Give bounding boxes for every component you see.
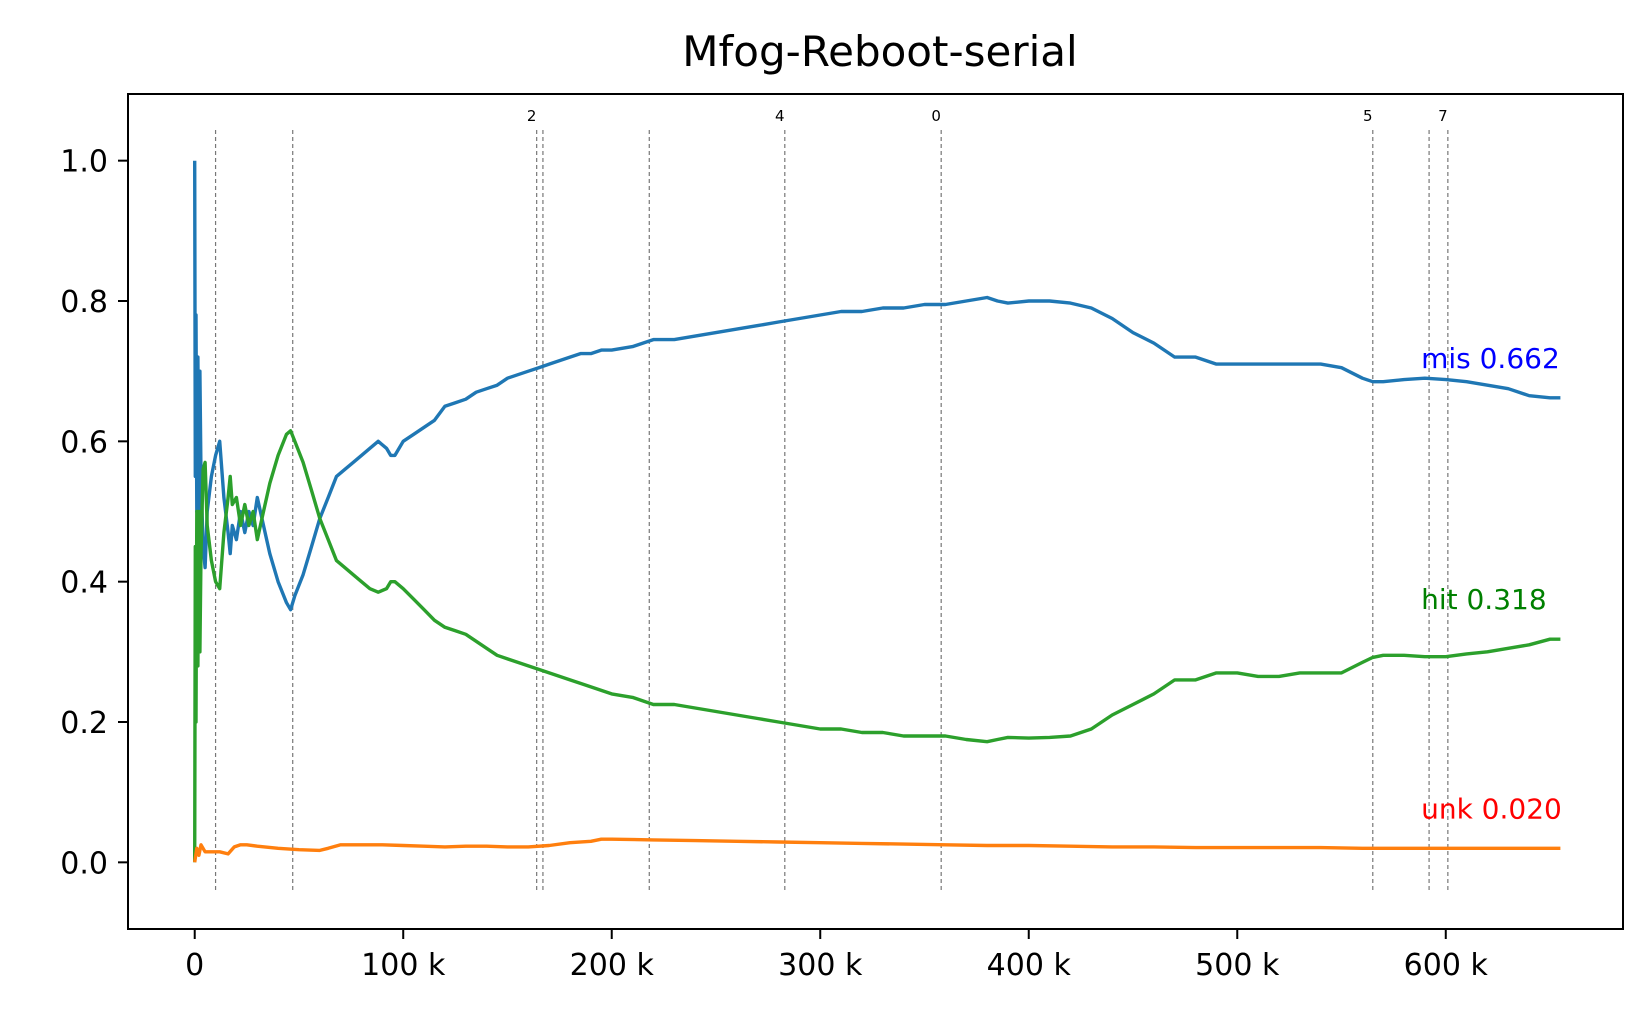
vline-label: 2 <box>527 107 537 125</box>
end-label-hit: hit 0.318 <box>1421 583 1547 616</box>
x-axis: 0 100 k 200 k 300 k 400 k 500 k 600 k <box>185 929 1488 983</box>
y-tick-label: 0.6 <box>60 425 108 460</box>
y-tick-label: 0.8 <box>60 285 108 320</box>
vline-label: 0 <box>931 107 941 125</box>
y-tick-label: 0.4 <box>60 566 108 601</box>
vline-label: 4 <box>775 107 785 125</box>
y-tick-label: 1.0 <box>60 145 108 180</box>
end-label-mis: mis 0.662 <box>1421 342 1560 375</box>
chart-title: Mfog-Reboot-serial <box>682 27 1077 76</box>
end-labels-layer: mis 0.662 hit 0.318 unk 0.020 <box>1421 342 1562 825</box>
x-tick-label: 400 k <box>987 948 1072 983</box>
x-tick-label: 200 k <box>570 948 655 983</box>
x-tick-label: 600 k <box>1404 948 1489 983</box>
x-tick-label: 300 k <box>778 948 863 983</box>
end-label-unk: unk 0.020 <box>1421 792 1562 825</box>
x-tick-label: 100 k <box>361 948 446 983</box>
series-layer <box>193 160 1561 863</box>
plot-frame <box>127 93 1624 930</box>
series-line-unk <box>193 837 1561 863</box>
series-line-hit <box>193 429 1561 863</box>
x-tick-label: 500 k <box>1195 948 1280 983</box>
y-axis: 0.0 0.2 0.4 0.6 0.8 1.0 <box>60 145 128 881</box>
y-tick-label: 0.2 <box>60 706 108 741</box>
vline-label: 7 <box>1438 107 1448 125</box>
x-tick-label: 0 <box>185 948 204 983</box>
vlines-layer: 2 4 0 5 7 <box>214 107 1449 891</box>
vline-label: 5 <box>1363 107 1373 125</box>
y-tick-label: 0.0 <box>60 846 108 881</box>
